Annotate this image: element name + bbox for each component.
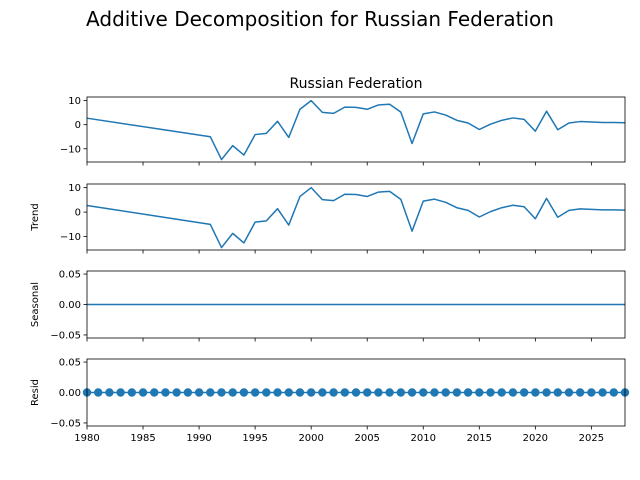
y-tick-label: −0.05 xyxy=(50,330,81,341)
resid-marker xyxy=(273,388,282,397)
resid-marker xyxy=(430,388,439,397)
y-tick-label: 0 xyxy=(75,120,81,131)
x-tick-label: 1990 xyxy=(186,433,211,444)
resid-marker xyxy=(116,388,125,397)
resid-marker xyxy=(385,388,394,397)
resid-marker xyxy=(475,388,484,397)
y-tick-label: 0.05 xyxy=(59,270,81,281)
x-tick-label: 1995 xyxy=(242,433,267,444)
y-axis-label: Seasonal xyxy=(30,282,41,327)
y-tick-label: 0.00 xyxy=(59,300,81,311)
resid-marker xyxy=(542,388,551,397)
panel-1: 10 0 −10 Russian Federation xyxy=(60,76,626,166)
resid-marker xyxy=(172,388,181,397)
resid-marker xyxy=(94,388,103,397)
resid-marker xyxy=(183,388,193,397)
resid-marker xyxy=(374,388,383,397)
resid-marker xyxy=(363,388,372,397)
y-tick-label: 10 xyxy=(68,96,81,107)
resid-marker xyxy=(497,388,506,397)
panel-frame xyxy=(86,183,626,251)
resid-marker xyxy=(194,388,204,397)
panel-frame xyxy=(86,270,626,339)
y-axis-label: Trend xyxy=(30,203,41,231)
resid-marker xyxy=(127,388,137,397)
resid-marker xyxy=(351,388,361,397)
resid-marker xyxy=(575,388,585,397)
resid-marker xyxy=(138,388,148,397)
resid-marker xyxy=(284,388,293,397)
resid-marker xyxy=(486,388,495,397)
resid-marker xyxy=(508,388,518,397)
y-tick-label: 0.00 xyxy=(59,388,81,399)
x-tick-label: 1985 xyxy=(130,433,155,444)
resid-marker xyxy=(396,388,406,397)
series-line xyxy=(86,99,626,161)
panel-title: Russian Federation xyxy=(290,76,423,92)
panel-frame xyxy=(86,96,626,163)
resid-marker xyxy=(105,388,114,397)
panel-2: 10 0 −10 Trend xyxy=(30,183,626,254)
panel-3: 0.05 0.00 −0.05 Seasonal xyxy=(30,270,626,342)
resid-marker xyxy=(531,388,540,397)
resid-marker xyxy=(340,388,349,397)
resid-marker xyxy=(598,388,607,397)
resid-marker xyxy=(329,388,338,397)
panel-4: 1980 1985 1990 1995 2000 2005 2010 2015 2020 2025… xyxy=(30,358,630,444)
resid-marker xyxy=(318,388,327,397)
resid-marker xyxy=(564,388,574,397)
panel-frame xyxy=(86,358,626,427)
x-tick-label: 2020 xyxy=(523,433,548,444)
y-tick-label: 0.05 xyxy=(59,358,81,369)
resid-marker xyxy=(206,388,215,397)
figure-suptitle: Additive Decomposition for Russian Feder… xyxy=(86,7,554,31)
resid-marker xyxy=(295,388,305,397)
y-tick-label: −10 xyxy=(60,144,81,155)
resid-marker xyxy=(419,388,428,397)
resid-marker xyxy=(150,388,159,397)
x-tick-label: 2005 xyxy=(354,433,379,444)
x-tick-label: 2000 xyxy=(298,433,323,444)
resid-marker xyxy=(441,388,450,397)
resid-marker xyxy=(463,388,473,397)
y-tick-label: −0.05 xyxy=(50,418,81,429)
y-tick-label: 0 xyxy=(75,208,81,219)
series-line xyxy=(86,186,626,249)
x-tick-label: 1980 xyxy=(74,433,99,444)
y-tick-label: 10 xyxy=(68,183,81,194)
y-axis-label: Resid xyxy=(30,379,41,406)
resid-marker xyxy=(452,388,462,397)
resid-marker xyxy=(553,388,562,397)
resid-marker xyxy=(519,388,529,397)
resid-marker xyxy=(407,388,417,397)
resid-marker xyxy=(587,388,596,397)
resid-marker xyxy=(262,388,271,397)
y-tick-label: −10 xyxy=(60,232,81,243)
resid-marker xyxy=(228,388,237,397)
resid-marker xyxy=(217,388,226,397)
x-tick-label: 2010 xyxy=(411,433,436,444)
resid-marker xyxy=(250,388,260,397)
resid-marker xyxy=(306,388,316,397)
resid-marker xyxy=(239,388,249,397)
resid-marker xyxy=(609,388,618,397)
x-tick-label: 2025 xyxy=(579,433,604,444)
resid-marker xyxy=(161,388,170,397)
x-tick-label: 2015 xyxy=(467,433,492,444)
